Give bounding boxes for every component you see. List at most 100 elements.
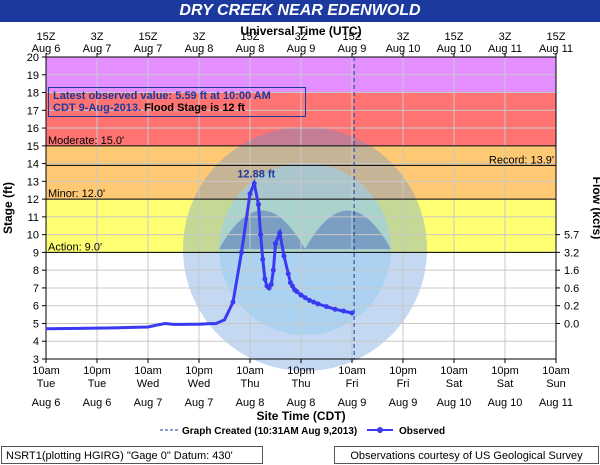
- bottom-tick-day: Sat: [446, 378, 463, 390]
- callout-flood-stage: Flood Stage is 12 ft: [141, 102, 245, 114]
- bottom-tick-time: 10pm: [83, 365, 111, 377]
- observed-point: [349, 310, 355, 316]
- top-tick-time: 15Z: [343, 31, 362, 43]
- bottom-tick-day: Sun: [546, 378, 566, 390]
- bottom-tick-day: Fri: [346, 378, 359, 390]
- bottom-tick-time: 10am: [236, 365, 264, 377]
- observed-point: [281, 253, 287, 259]
- top-tick-time: 3Z: [499, 31, 512, 43]
- top-tick-time: 15Z: [547, 31, 566, 43]
- top-tick-time: 3Z: [295, 31, 308, 43]
- y-tick-label: 7: [33, 283, 39, 295]
- observed-point: [239, 249, 244, 255]
- flow-tick-label: 3.2: [564, 247, 579, 259]
- footer-datum: NSRT1(plotting HGIRG) "Gage 0" Datum: 43…: [1, 446, 263, 464]
- bottom-tick-day: Sat: [497, 378, 514, 390]
- observed-point: [332, 306, 338, 312]
- noaa-logo-inner: [219, 163, 391, 335]
- y-tick-label: 18: [27, 88, 39, 100]
- chart-title: DRY CREEK NEAR EDENWOLD: [0, 0, 600, 22]
- observed-point: [311, 299, 317, 305]
- bottom-tick-time: 10am: [440, 365, 468, 377]
- legend-observed-label: Observed: [399, 426, 445, 437]
- bottom-tick-date: Aug 6: [83, 397, 112, 409]
- y-tick-label: 3: [33, 354, 39, 366]
- observed-point: [273, 241, 278, 247]
- observed-point: [251, 180, 257, 186]
- observed-point: [315, 301, 321, 307]
- x-axis-title: Site Time (CDT): [256, 409, 345, 423]
- observed-point: [256, 201, 261, 207]
- observed-point: [258, 232, 264, 238]
- bottom-tick-day: Wed: [137, 378, 159, 390]
- y-axis-title: Stage (ft): [1, 182, 15, 234]
- top-tick-date: Aug 9: [287, 43, 316, 55]
- bottom-tick-day: Thu: [241, 378, 260, 390]
- y-tick-label: 12: [27, 194, 39, 206]
- y-tick-label: 6: [33, 301, 39, 313]
- observed-point: [260, 257, 266, 263]
- y-tick-label: 19: [27, 70, 39, 82]
- top-tick-time: 3Z: [397, 31, 410, 43]
- footer-credit: Observations courtesy of US Geological S…: [334, 446, 599, 464]
- y-tick-label: 17: [27, 105, 39, 117]
- y-tick-label: 5: [33, 318, 39, 330]
- flow-tick-label: 5.7: [564, 230, 579, 242]
- y-tick-label: 15: [27, 141, 39, 153]
- threshold-label: Action: 9.0': [48, 241, 102, 253]
- bottom-tick-date: Aug 8: [236, 397, 265, 409]
- top-tick-date: Aug 6: [32, 43, 61, 55]
- bottom-tick-time: 10am: [134, 365, 162, 377]
- observed-point: [285, 271, 291, 277]
- top-tick-time: 3Z: [193, 31, 206, 43]
- observed-point: [247, 191, 253, 197]
- observed-point: [268, 281, 274, 287]
- bottom-tick-date: Aug 9: [389, 397, 418, 409]
- bottom-tick-time: 10am: [338, 365, 366, 377]
- threshold-label: Moderate: 15.0': [48, 135, 124, 147]
- observed-point: [262, 276, 268, 282]
- bottom-tick-time: 10pm: [389, 365, 417, 377]
- flow-tick-label: 0.6: [564, 283, 579, 295]
- observed-point: [324, 304, 329, 310]
- bottom-tick-time: 10am: [542, 365, 570, 377]
- flow-tick-label: 0.0: [564, 318, 579, 330]
- bottom-tick-time: 10pm: [287, 365, 315, 377]
- peak-label: 12.88 ft: [237, 168, 275, 180]
- observed-point: [298, 292, 304, 298]
- bottom-tick-day: Thu: [292, 378, 311, 390]
- top-tick-time: 15Z: [139, 31, 158, 43]
- threshold-label: Record: 13.9': [489, 154, 554, 166]
- top-tick-date: Aug 7: [83, 43, 112, 55]
- top-tick-date: Aug 11: [539, 43, 573, 55]
- top-tick-date: Aug 10: [386, 43, 421, 55]
- observed-point: [341, 308, 346, 314]
- top-tick-time: 15Z: [445, 31, 464, 43]
- y-tick-label: 20: [27, 52, 39, 64]
- y-tick-label: 11: [28, 212, 39, 224]
- top-tick-time: 15Z: [241, 31, 260, 43]
- bottom-tick-time: 10am: [32, 365, 60, 377]
- callout-date: CDT 9-Aug-2013.: [53, 102, 142, 114]
- top-tick-date: Aug 9: [338, 43, 367, 55]
- top-tick-date: Aug 8: [236, 43, 265, 55]
- observed-point: [302, 295, 308, 301]
- bottom-tick-date: Aug 10: [488, 397, 523, 409]
- y-tick-label: 13: [27, 176, 39, 188]
- top-tick-date: Aug 7: [134, 43, 163, 55]
- callout-line-2: CDT 9-Aug-2013. Flood Stage is 12 ft: [53, 102, 301, 114]
- bottom-tick-date: Aug 7: [185, 397, 214, 409]
- latest-value-callout: Latest observed value: 5.59 ft at 10:00 …: [48, 87, 306, 117]
- observed-point: [230, 299, 236, 305]
- top-tick-time: 15Z: [37, 31, 56, 43]
- y-tick-label: 14: [27, 159, 39, 171]
- observed-point: [294, 288, 300, 294]
- bottom-tick-day: Wed: [188, 378, 210, 390]
- callout-line-1: Latest observed value: 5.59 ft at 10:00 …: [53, 90, 271, 102]
- observed-point: [270, 267, 276, 273]
- bottom-tick-day: Fri: [397, 378, 410, 390]
- bottom-tick-time: 10pm: [185, 365, 213, 377]
- y-tick-label: 4: [33, 336, 39, 348]
- bottom-tick-day: Tue: [37, 378, 56, 390]
